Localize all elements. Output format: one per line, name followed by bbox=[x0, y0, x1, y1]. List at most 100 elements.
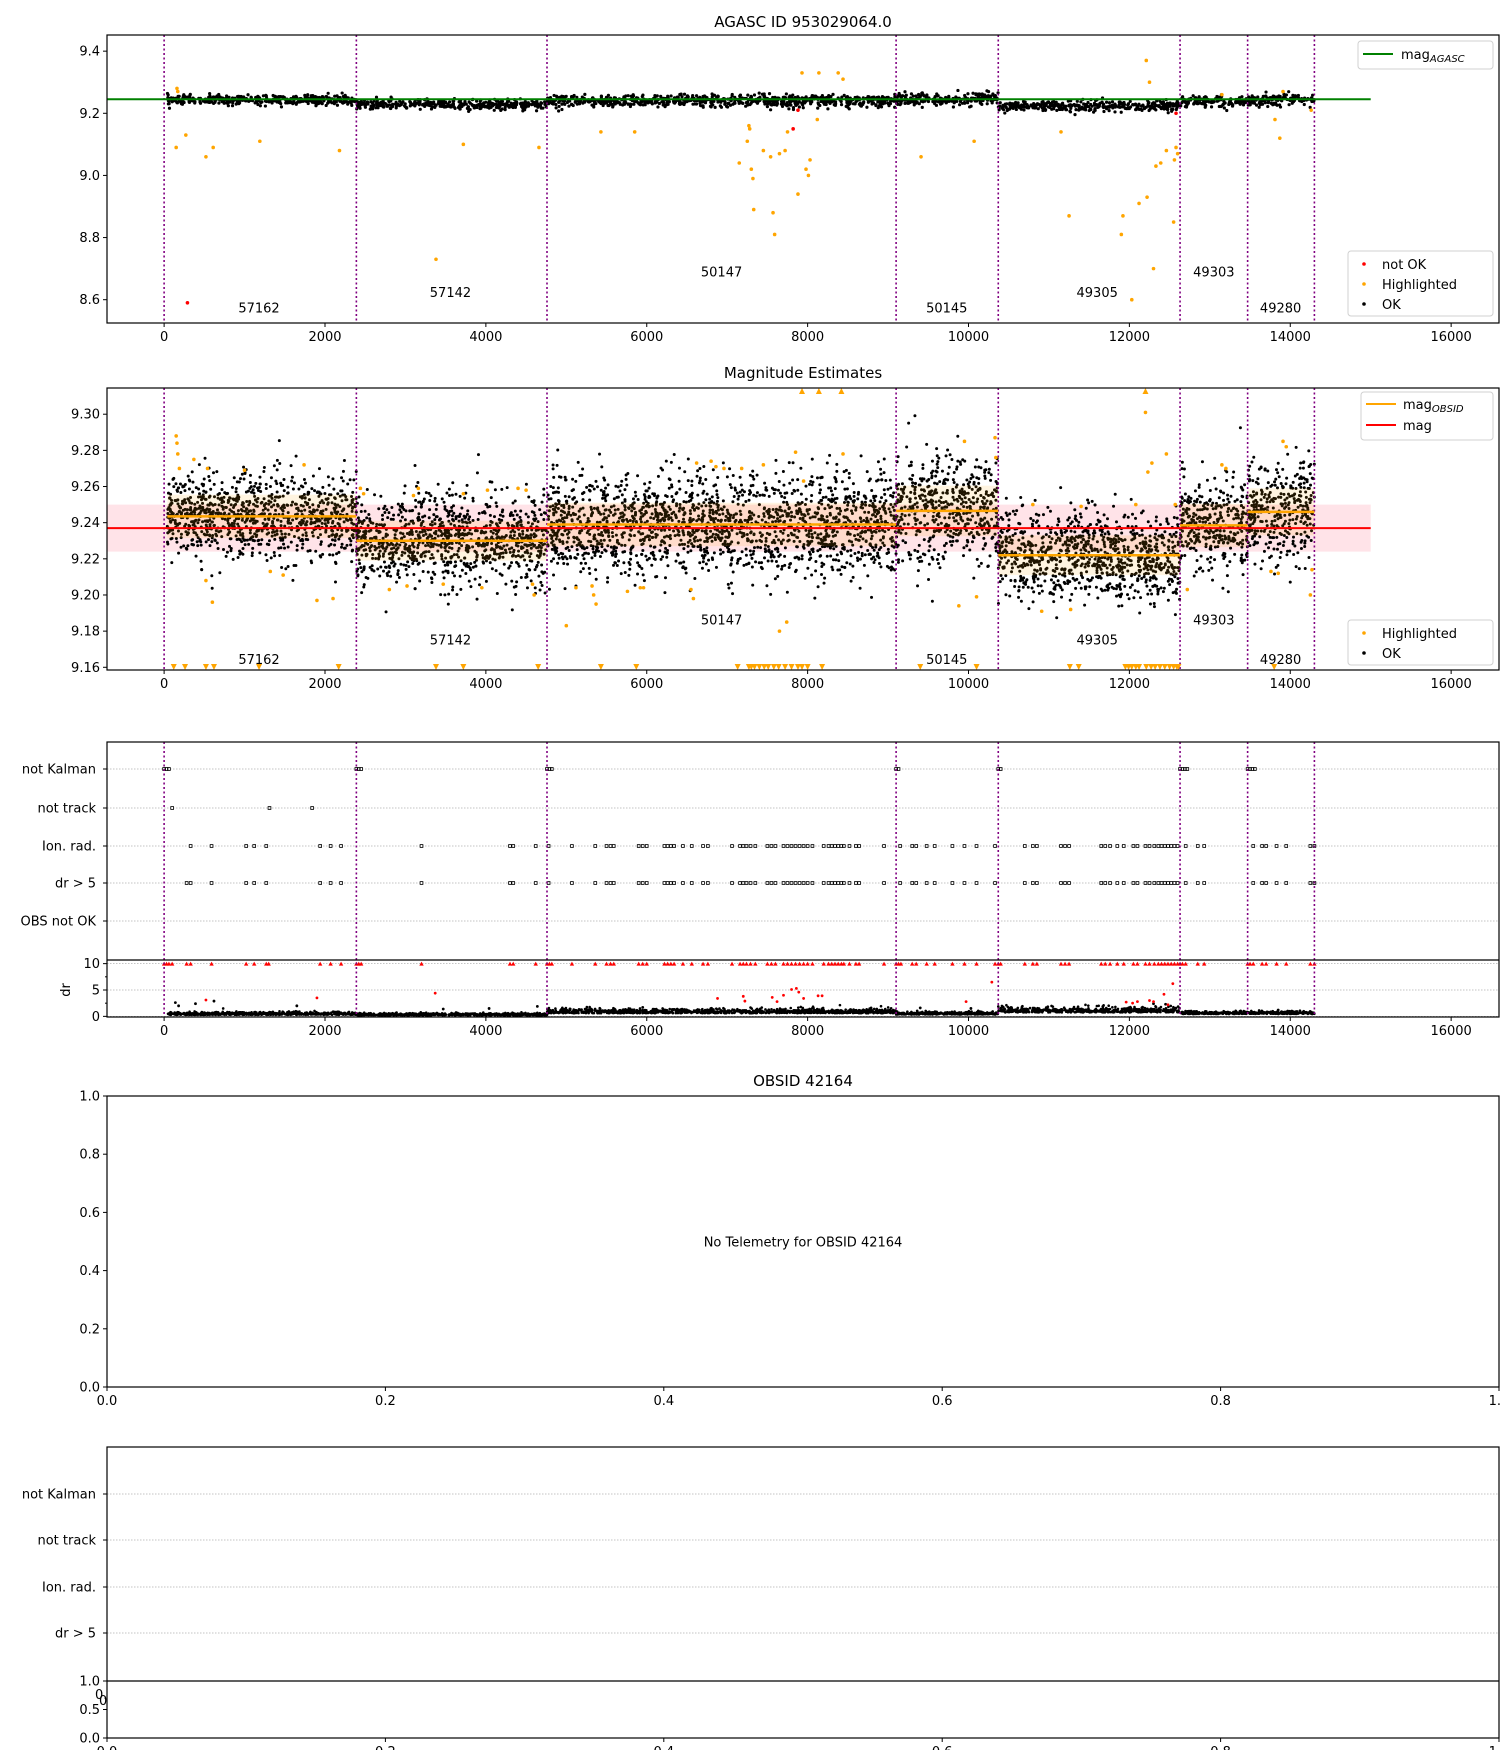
panel-magnitude-estimates: Magnitude Estimates571625714250147501454… bbox=[71, 364, 1500, 692]
ok-point bbox=[776, 550, 780, 554]
ok-point bbox=[490, 567, 494, 571]
ok-point bbox=[521, 532, 525, 536]
ok-point bbox=[824, 102, 828, 107]
ok-point bbox=[274, 479, 278, 483]
highlighted-point bbox=[747, 127, 752, 131]
ok-point bbox=[357, 495, 361, 499]
ok-point bbox=[1061, 101, 1065, 105]
ok-point bbox=[341, 479, 345, 483]
ok-point bbox=[232, 504, 236, 508]
ok-point bbox=[451, 571, 455, 575]
ok-point bbox=[411, 561, 415, 565]
ok-point bbox=[285, 99, 289, 104]
ok-point bbox=[360, 591, 364, 595]
ok-point bbox=[235, 496, 239, 500]
ok-point bbox=[279, 519, 283, 523]
ok-point bbox=[442, 576, 446, 580]
ok-point bbox=[398, 508, 402, 512]
ok-point bbox=[320, 521, 324, 525]
ok-point bbox=[381, 554, 385, 558]
ok-point bbox=[223, 517, 227, 521]
ok-point bbox=[198, 504, 202, 508]
ok-point bbox=[452, 553, 456, 557]
ok-point bbox=[175, 100, 179, 104]
ok-point bbox=[417, 512, 421, 516]
ok-point bbox=[840, 95, 844, 99]
ok-point bbox=[939, 102, 943, 106]
ok-point bbox=[471, 565, 475, 569]
ok-point bbox=[220, 488, 224, 492]
ok-point bbox=[179, 536, 183, 540]
ok-point bbox=[384, 610, 388, 614]
ok-point bbox=[794, 99, 798, 104]
ok-point bbox=[1035, 102, 1040, 106]
ok-point bbox=[477, 583, 481, 587]
ok-point bbox=[579, 570, 583, 574]
ok-point bbox=[295, 548, 299, 552]
highlighted-point bbox=[461, 142, 466, 147]
ok-point bbox=[539, 546, 543, 550]
ok-point bbox=[286, 511, 290, 515]
ok-point bbox=[447, 519, 451, 523]
ok-point bbox=[754, 494, 758, 498]
ok-point bbox=[414, 557, 418, 561]
ok-point bbox=[303, 496, 307, 500]
ok-point bbox=[411, 519, 415, 523]
ok-point bbox=[804, 484, 808, 488]
ok-point bbox=[187, 498, 191, 502]
ok-point bbox=[542, 518, 546, 522]
ok-point bbox=[810, 93, 814, 98]
ok-point bbox=[543, 102, 547, 106]
ok-point bbox=[381, 536, 385, 540]
ok-point bbox=[384, 565, 388, 569]
ok-point bbox=[588, 498, 592, 502]
ok-point bbox=[275, 482, 279, 486]
ok-point bbox=[968, 105, 972, 109]
ok-point bbox=[333, 538, 337, 542]
ok-point bbox=[1003, 111, 1007, 115]
ok-point bbox=[253, 494, 257, 498]
ok-point bbox=[413, 464, 417, 468]
ok-point bbox=[719, 552, 723, 556]
ok-point bbox=[406, 560, 410, 564]
ok-point bbox=[489, 548, 493, 552]
ok-point bbox=[702, 94, 707, 98]
ok-point bbox=[557, 109, 561, 113]
ok-point bbox=[1222, 102, 1226, 106]
ok-point bbox=[1067, 104, 1071, 108]
ok-point bbox=[331, 477, 335, 481]
ok-point bbox=[505, 486, 509, 490]
ok-point bbox=[371, 107, 375, 111]
ok-point bbox=[235, 480, 239, 484]
ok-point bbox=[1273, 102, 1277, 106]
ok-point bbox=[191, 538, 195, 542]
ok-point bbox=[476, 453, 480, 457]
ok-point bbox=[273, 499, 277, 503]
ok-point bbox=[512, 102, 516, 106]
ok-point bbox=[210, 574, 214, 578]
ok-point bbox=[858, 101, 862, 105]
ok-point bbox=[646, 101, 650, 105]
ok-point bbox=[816, 106, 820, 110]
ok-point bbox=[1146, 103, 1150, 108]
ok-point bbox=[375, 529, 379, 533]
ok-point bbox=[1080, 105, 1084, 109]
ok-point bbox=[1291, 94, 1295, 98]
ok-point bbox=[291, 518, 295, 522]
ok-point bbox=[286, 545, 290, 549]
ok-point bbox=[351, 490, 355, 494]
ok-point bbox=[389, 95, 393, 99]
ok-point bbox=[319, 540, 323, 544]
ok-point bbox=[781, 95, 785, 99]
ok-point bbox=[536, 560, 540, 564]
ok-point bbox=[454, 517, 458, 521]
highlighted-point bbox=[1220, 92, 1224, 97]
ok-point bbox=[1198, 101, 1202, 105]
ok-point bbox=[245, 538, 249, 542]
ok-point bbox=[379, 565, 383, 569]
ok-point bbox=[413, 554, 417, 558]
ok-point bbox=[555, 463, 559, 467]
ok-point bbox=[165, 540, 169, 544]
ok-point bbox=[220, 535, 224, 539]
ok-point bbox=[432, 542, 436, 546]
